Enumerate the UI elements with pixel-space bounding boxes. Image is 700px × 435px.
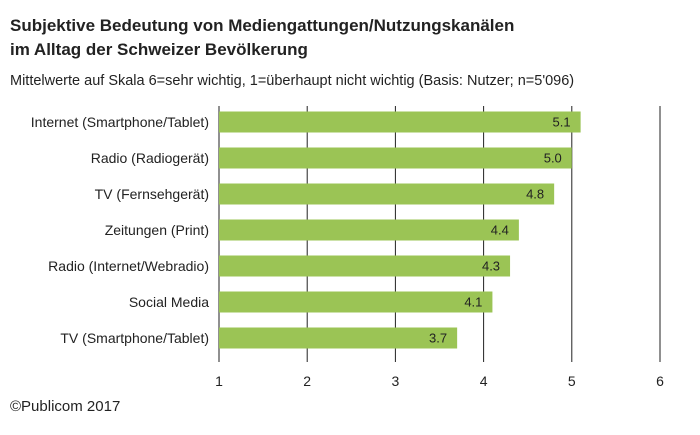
x-tick-label-1: 1 bbox=[215, 373, 223, 389]
bar-0 bbox=[219, 111, 581, 133]
value-label-0: 5.1 bbox=[553, 115, 571, 130]
bar-5 bbox=[219, 291, 493, 313]
chart-title-line-1: Subjektive Bedeutung von Mediengattungen… bbox=[10, 16, 515, 35]
bar-3 bbox=[219, 219, 519, 241]
bar-1 bbox=[219, 147, 572, 169]
category-label-0: Internet (Smartphone/Tablet) bbox=[31, 114, 209, 130]
value-label-4: 4.3 bbox=[482, 259, 500, 274]
labels: 1 2 3 4 5 6 5.1 Internet (Smartphone/Tablet) 5.0… bbox=[31, 114, 664, 389]
value-label-3: 4.4 bbox=[491, 223, 509, 238]
x-tick-label-2: 2 bbox=[303, 373, 311, 389]
category-label-1: Radio (Radiogerät) bbox=[91, 150, 209, 166]
value-label-1: 5.0 bbox=[544, 151, 562, 166]
copyright-footer: ©Publicom 2017 bbox=[10, 398, 121, 415]
category-label-6: TV (Smartphone/Tablet) bbox=[60, 330, 209, 346]
bar-4 bbox=[219, 255, 511, 277]
x-tick-label-5: 5 bbox=[568, 373, 576, 389]
x-tick-label-3: 3 bbox=[392, 373, 400, 389]
category-label-2: TV (Fernsehgerät) bbox=[95, 186, 209, 202]
category-label-3: Zeitungen (Print) bbox=[105, 222, 209, 238]
bar-2 bbox=[219, 183, 555, 205]
bar-6 bbox=[219, 327, 458, 349]
chart-title-line-2: im Alltag der Schweizer Bevölkerung bbox=[10, 40, 308, 59]
value-label-6: 3.7 bbox=[429, 331, 447, 346]
value-label-5: 4.1 bbox=[464, 295, 482, 310]
bars bbox=[219, 111, 581, 349]
x-tick-label-4: 4 bbox=[480, 373, 488, 389]
chart-title: Subjektive Bedeutung von Mediengattungen… bbox=[10, 14, 670, 62]
category-label-4: Radio (Internet/Webradio) bbox=[48, 258, 209, 274]
category-label-5: Social Media bbox=[129, 294, 209, 310]
value-label-2: 4.8 bbox=[526, 187, 544, 202]
x-tick-label-6: 6 bbox=[656, 373, 664, 389]
chart-subtitle: Mittelwerte auf Skala 6=sehr wichtig, 1=… bbox=[10, 73, 575, 89]
